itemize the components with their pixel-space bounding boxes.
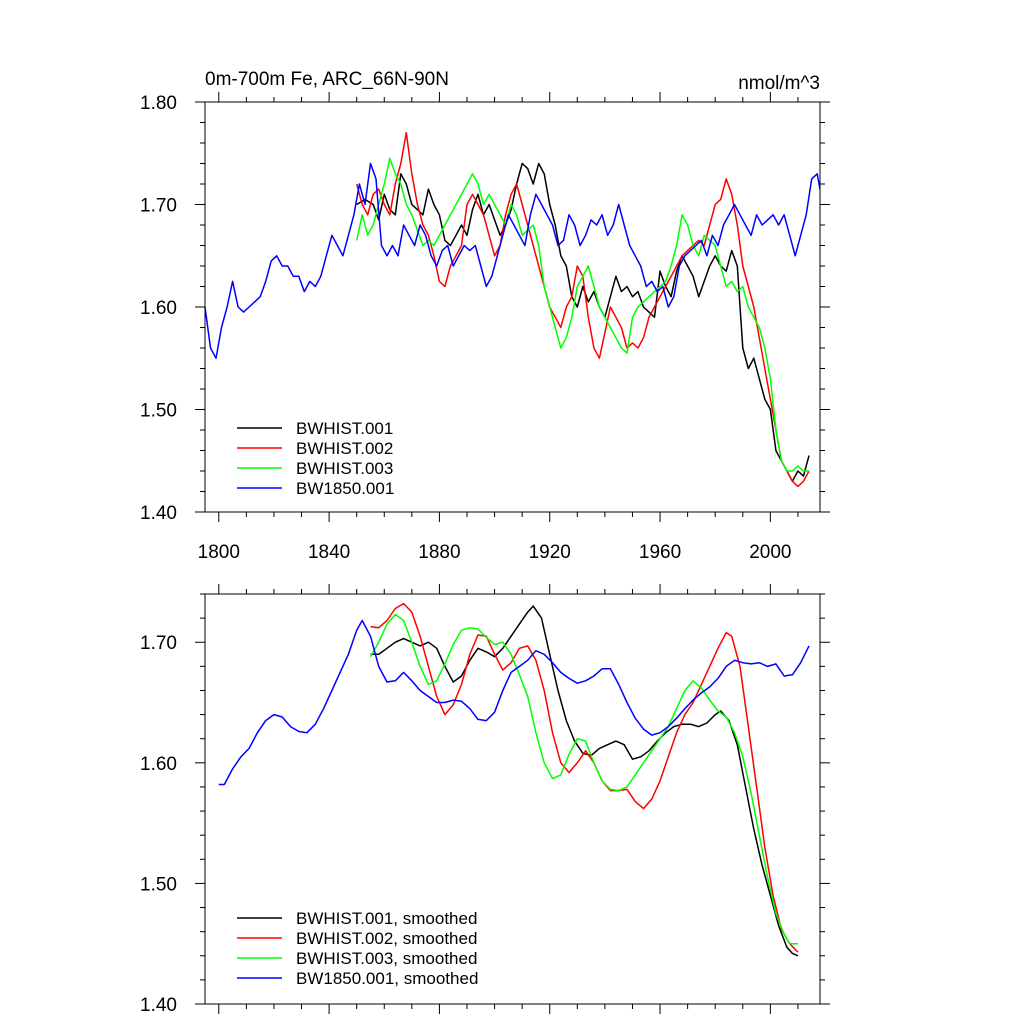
bottom-ytick-label-1.6: 1.60 [140, 754, 177, 775]
bottom-panel: 1.401.501.601.70 BWHIST.001, smoothedBWH… [140, 584, 830, 1016]
top-xtick-label-2000: 2000 [749, 542, 791, 563]
top-ytick-label-1.5: 1.50 [140, 401, 177, 422]
top-legend-label-2: BWHIST.003 [296, 459, 393, 478]
bottom-series-bwhist-001-smoothed [370, 605, 799, 957]
top-xtick-label-1960: 1960 [639, 542, 681, 563]
bottom-ytick-label-1.5: 1.50 [140, 874, 177, 895]
bottom-legend-label-2: BWHIST.003, smoothed [296, 949, 477, 968]
bottom-series-bwhist-003-smoothed [369, 613, 798, 945]
top-ytick-label-1.8: 1.80 [140, 93, 177, 114]
bottom-ticks: 1.40 1.50 1.60 1.70 [140, 584, 830, 1016]
bottom-ytick-label-1.4: 1.40 [140, 995, 177, 1016]
chart-title: 0m-700m Fe, ARC_66N-90N [205, 69, 449, 90]
bottom-plot-frame [204, 593, 821, 1005]
top-xtick-label-1840: 1840 [308, 542, 350, 563]
top-legend-label-0: BWHIST.001 [296, 419, 393, 438]
top-legend-label-1: BWHIST.002 [296, 439, 393, 458]
top-ytick-label-1.7: 1.70 [140, 196, 177, 217]
top-series [204, 132, 821, 488]
top-series-bw1850-001 [204, 162, 821, 359]
top-xtick-label-1920: 1920 [529, 542, 571, 563]
units-label: nmol/m^3 [738, 73, 820, 94]
top-panel: 0m-700m Fe, ARC_66N-90N nmol/m^3 1800 184… [140, 69, 830, 563]
top-xtick-label-1800: 1800 [198, 542, 240, 563]
bottom-series-bwhist-002-smoothed [370, 602, 799, 953]
top-ytick-label-1.6: 1.60 [140, 298, 177, 319]
top-plot-frame [204, 101, 821, 513]
top-ticks: 1800 1840 1880 1920 1960 2000 1.40 1.50 1.60 1.70… [140, 92, 830, 563]
top-ytick-label-1.4: 1.40 [140, 503, 177, 524]
top-series-bwhist-001 [356, 162, 810, 483]
bottom-legend-label-0: BWHIST.001, smoothed [296, 909, 477, 928]
bottom-ytick-label-1.7: 1.70 [140, 633, 177, 654]
top-series-bwhist-003 [355, 157, 809, 472]
bottom-series [218, 602, 810, 957]
top-legend-label-3: BW1850.001 [296, 479, 394, 498]
bottom-series-bw1850-001-smoothed [218, 619, 810, 786]
bottom-legend-label-3: BW1850.001, smoothed [296, 969, 478, 988]
top-xtick-label-1880: 1880 [418, 542, 460, 563]
bottom-legend-label-1: BWHIST.002, smoothed [296, 929, 477, 948]
top-series-bwhist-002 [355, 132, 810, 488]
